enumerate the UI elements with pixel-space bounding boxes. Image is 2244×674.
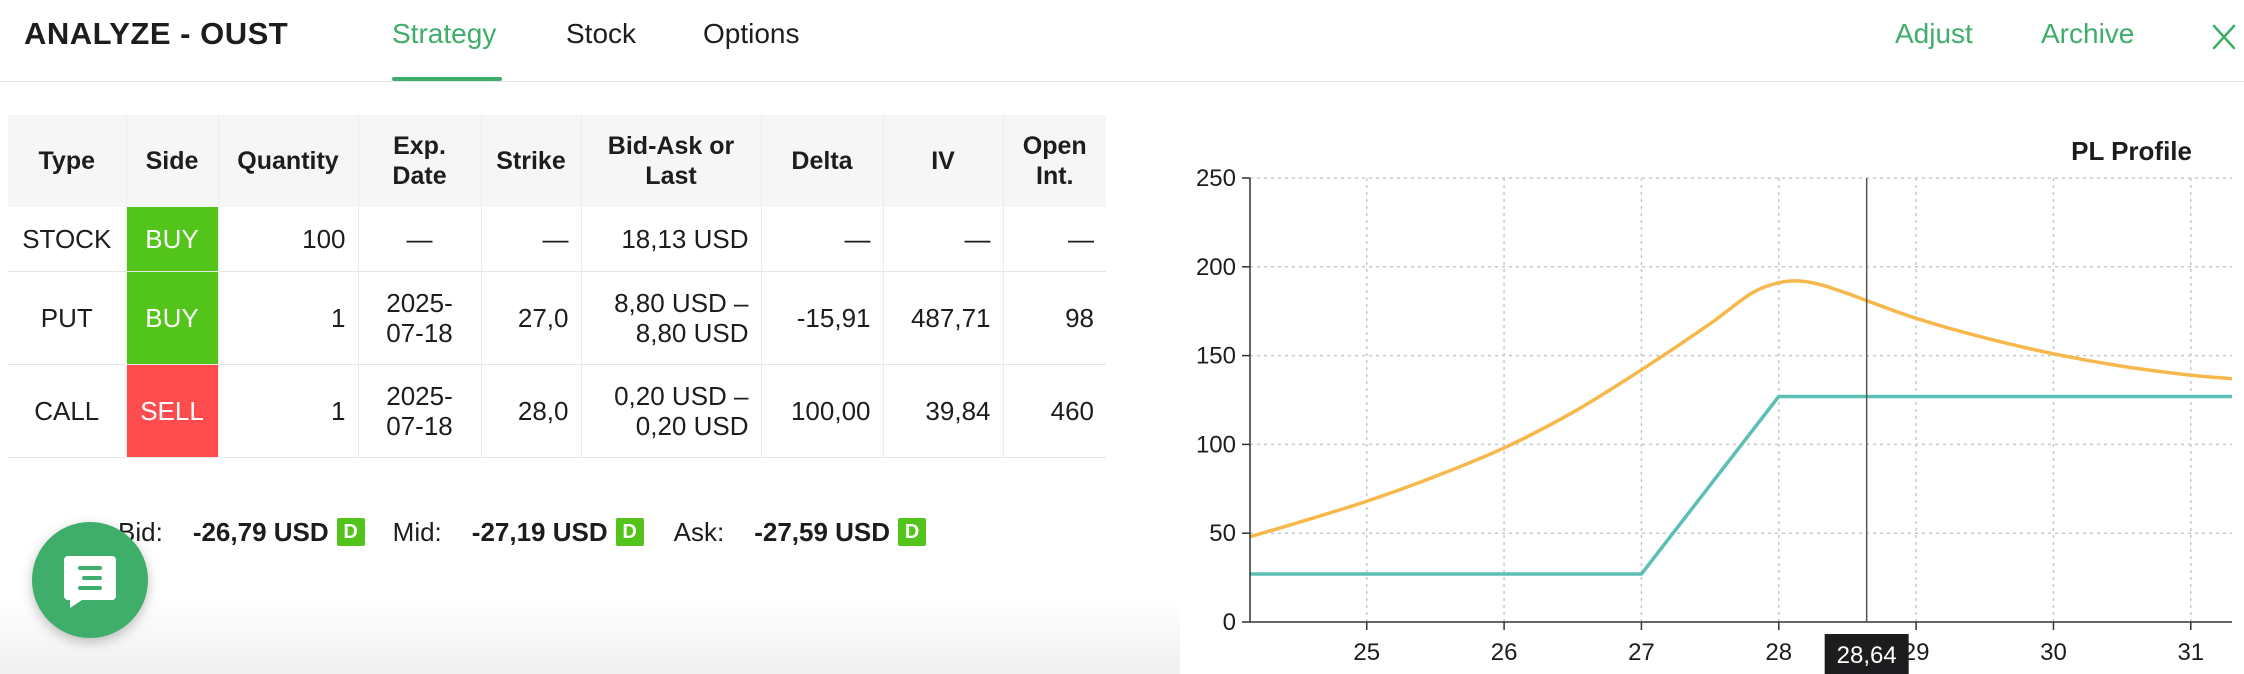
side-badge-buy: BUY — [126, 207, 219, 272]
cell-type: STOCK — [8, 207, 127, 272]
cell-open-int: 98 — [1003, 271, 1106, 365]
ask-value: -27,59 USD — [754, 516, 891, 547]
y-tick-label: 150 — [1196, 343, 1236, 370]
bid-d-badge[interactable]: D — [336, 518, 365, 546]
cell-strike: — — [481, 207, 582, 272]
cell-iv: 487,71 — [883, 271, 1004, 365]
mid-label: Mid: — [392, 516, 442, 547]
cell-exp-date: — — [358, 207, 482, 272]
y-tick-label: 250 — [1196, 165, 1236, 192]
side-badge-buy: BUY — [126, 271, 219, 365]
active-tab-indicator — [392, 77, 502, 81]
column-header-iv: IV — [883, 115, 1004, 207]
cell-open-int: — — [1003, 207, 1106, 272]
cell-quantity: 1 — [218, 364, 359, 458]
y-tick-label: 50 — [1209, 520, 1236, 547]
mid-d-badge[interactable]: D — [615, 518, 644, 546]
side-badge-sell: SELL — [126, 364, 219, 458]
series-line-current — [1249, 279, 2233, 539]
quote-summary: Bid: -26,79 USD D Mid: -27,19 USD D Ask:… — [118, 514, 927, 550]
cell-exp-date: 2025-07-18 — [358, 364, 482, 458]
column-header-quantity: Quantity — [218, 115, 359, 207]
x-tick-label: 28 — [1765, 639, 1792, 666]
series-line-expiration — [1250, 394, 2232, 576]
bid-value: -26,79 USD — [192, 516, 329, 547]
mid-value: -27,19 USD — [471, 516, 608, 547]
x-tick-label: 31 — [2177, 639, 2204, 666]
cell-delta: — — [761, 207, 884, 272]
cell-bid-ask: 18,13 USD — [581, 207, 762, 272]
tab-strategy[interactable]: Strategy — [392, 18, 497, 49]
pl-profile-chart: PL Profile 0 50 100 150 200 250 25 26 27 28 29 30 31… — [1160, 120, 2244, 674]
chat-icon — [64, 556, 116, 608]
x-tick-label: 30 — [2040, 639, 2067, 666]
column-header-bid-ask: Bid-Ask or Last — [581, 115, 762, 207]
column-header-open-int: Open Int. — [1022, 132, 1087, 190]
x-tick-label: 26 — [1491, 639, 1518, 666]
cell-strike: 28,0 — [481, 364, 582, 458]
chart-title: PL Profile — [2071, 136, 2192, 166]
column-header-strike: Strike — [481, 115, 582, 207]
close-button[interactable] — [2210, 20, 2238, 54]
cell-bid-ask: 0,20 USD – 0,20 USD — [581, 364, 762, 458]
cursor-label: 28,64 — [1837, 642, 1897, 669]
cell-exp-date: 2025-07-18 — [358, 271, 482, 365]
column-header-side: Side — [126, 115, 219, 207]
table-row[interactable]: CALL SELL 1 2025-07-18 28,0 0,20 USD – 0… — [8, 364, 1106, 458]
ask-d-badge[interactable]: D — [898, 518, 927, 546]
cell-open-int: 460 — [1003, 364, 1106, 458]
close-icon — [2212, 24, 2236, 50]
column-header-type: Type — [8, 115, 127, 207]
cursor-label-box — [1824, 634, 1909, 674]
table-header-row: Type Side Quantity Exp. Date Strike Bid-… — [8, 115, 1106, 207]
cell-type: CALL — [8, 364, 127, 458]
column-header-delta: Delta — [761, 115, 884, 207]
adjust-button[interactable]: Adjust — [1895, 18, 1973, 49]
positions-table: Type Side Quantity Exp. Date Strike Bid-… — [8, 115, 1106, 458]
cell-bid-ask: 8,80 USD – 8,80 USD — [581, 271, 762, 365]
cell-iv: — — [883, 207, 1004, 272]
cell-type: PUT — [8, 271, 127, 365]
column-header-exp-date: Exp. Date — [358, 115, 482, 207]
cell-delta: 100,00 — [761, 364, 884, 458]
chat-button[interactable] — [32, 522, 148, 638]
y-tick-label: 0 — [1223, 609, 1236, 636]
archive-button[interactable]: Archive — [2041, 18, 2135, 49]
x-tick-label: 27 — [1628, 639, 1655, 666]
y-tick-label: 100 — [1196, 431, 1236, 458]
cell-quantity: 1 — [218, 271, 359, 365]
cell-quantity: 100 — [218, 207, 359, 272]
x-tick-label: 25 — [1353, 639, 1380, 666]
bottom-fade — [0, 600, 1180, 674]
table-row[interactable]: STOCK BUY 100 — — 18,13 USD — — — — [8, 207, 1106, 272]
tab-options[interactable]: Options — [703, 18, 800, 49]
table-row[interactable]: PUT BUY 1 2025-07-18 27,0 8,80 USD – 8,8… — [8, 271, 1106, 365]
cell-delta: -15,91 — [761, 271, 884, 365]
ask-label: Ask: — [673, 516, 725, 547]
y-tick-label: 200 — [1196, 254, 1236, 281]
tab-stock[interactable]: Stock — [566, 18, 637, 49]
cell-strike: 27,0 — [481, 271, 582, 365]
header-bar: ANALYZE - OUST Strategy Stock Options Ad… — [0, 0, 2244, 82]
cell-iv: 39,84 — [883, 364, 1004, 458]
page-title: ANALYZE - OUST — [24, 16, 289, 51]
